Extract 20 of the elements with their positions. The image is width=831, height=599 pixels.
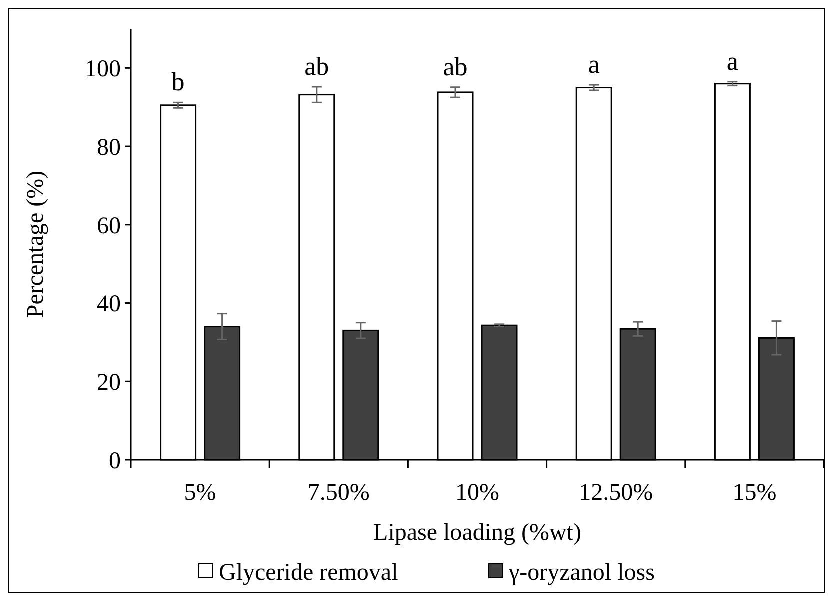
x-tick-label: 12.50% <box>579 480 654 506</box>
y-tick-label: 80 <box>97 134 121 161</box>
legend-label: Glyceride removal <box>219 560 399 586</box>
y-tick-label: 20 <box>97 370 121 396</box>
annotation: a <box>588 50 600 80</box>
x-tick-label: 7.50% <box>308 480 370 506</box>
y-tick-label: 0 <box>109 448 121 474</box>
y-tick-label: 40 <box>97 292 121 318</box>
y-tick-label: 60 <box>97 213 121 240</box>
x-tick-label: 5% <box>184 480 216 506</box>
x-axis-title: Lipase loading (%wt) <box>374 520 582 546</box>
annotation: ab <box>304 52 330 81</box>
annotation: a <box>726 46 739 76</box>
y-tick-label: 100 <box>85 56 121 83</box>
x-tick-label: 15% <box>732 480 777 506</box>
y-axis-title: Percentage (%) <box>23 170 49 318</box>
annotation: b <box>172 68 185 97</box>
x-tick-label: 10% <box>456 480 500 506</box>
legend-label: γ-oryzanol loss <box>508 560 655 586</box>
annotation: ab <box>443 52 468 82</box>
